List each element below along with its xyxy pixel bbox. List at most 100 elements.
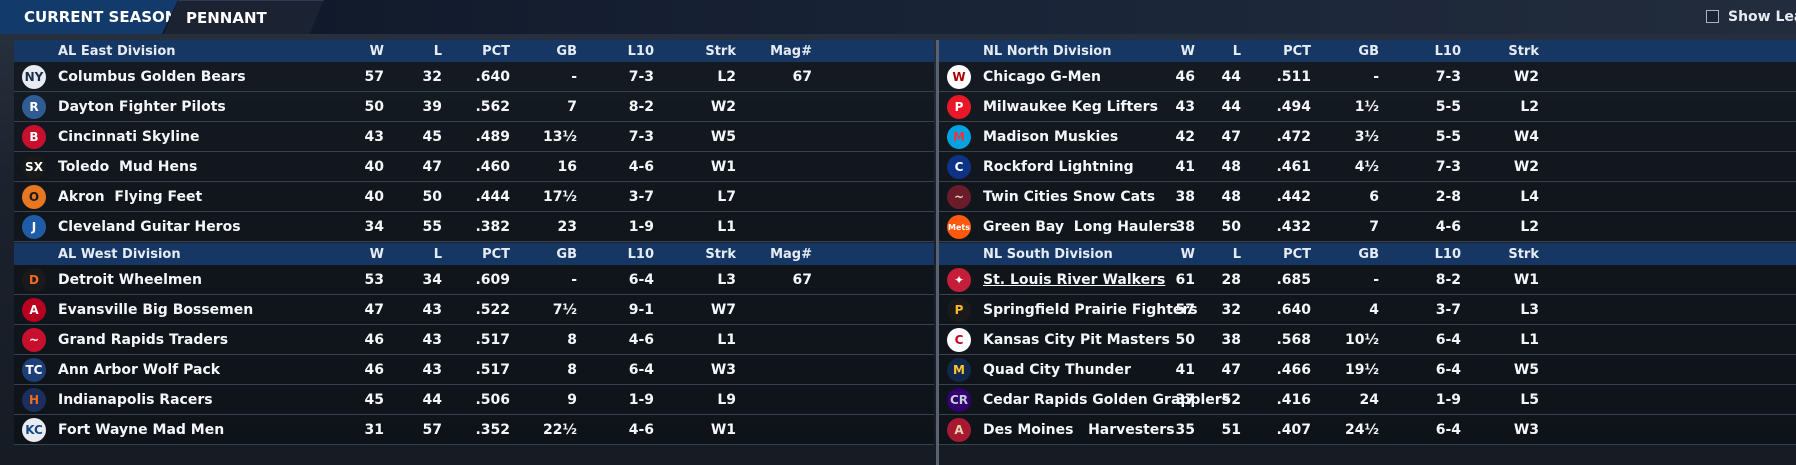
column-header-wins[interactable]: W	[1180, 43, 1195, 59]
column-header-last-ten[interactable]: L10	[1434, 43, 1461, 59]
team-row[interactable]: W Chicago G-Men 46 44 .511 - 7-3 W2	[939, 62, 1796, 92]
column-header-wins[interactable]: W	[1180, 246, 1195, 262]
team-pct: .640	[475, 68, 510, 85]
team-losses: 32	[1221, 301, 1241, 318]
team-losses: 47	[1221, 361, 1241, 378]
column-header-streak[interactable]: Strk	[1508, 246, 1539, 262]
team-games-back: 6	[1369, 188, 1379, 205]
team-row[interactable]: C Kansas City Pit Masters 50 38 .568 10½ 6-4 L1	[939, 325, 1796, 355]
team-row[interactable]: SX Toledo Mud Hens 40 47 .460 16 4-6 W1	[14, 152, 934, 182]
team-row[interactable]: J Cleveland Guitar Heros 34 55 .382 23 1-9 L1	[14, 212, 934, 242]
column-header-losses[interactable]: L	[433, 246, 442, 262]
team-row[interactable]: NY Columbus Golden Bears 57 32 .640 - 7-3 L2 67	[14, 62, 934, 92]
column-header-streak[interactable]: Strk	[705, 43, 736, 59]
team-row[interactable]: O Akron Flying Feet 40 50 .444 17½ 3-7 L7	[14, 182, 934, 212]
team-row[interactable]: KC Fort Wayne Mad Men 31 57 .352 22½ 4-6 W1	[14, 415, 934, 445]
team-name[interactable]: Detroit Wheelmen	[58, 271, 202, 288]
pirates-style-logo-icon: P	[947, 298, 971, 322]
team-pct: .432	[1276, 218, 1311, 235]
column-header-games-back[interactable]: GB	[1358, 246, 1379, 262]
team-row[interactable]: B Cincinnati Skyline 43 45 .489 13½ 7-3 W5	[14, 122, 934, 152]
team-name[interactable]: Twin Cities Snow Cats	[983, 188, 1156, 205]
team-row[interactable]: ~ Grand Rapids Traders 46 43 .517 8 4-6 L1	[14, 325, 934, 355]
team-name[interactable]: Kansas City Pit Masters	[983, 331, 1170, 348]
tab-pennant-chase[interactable]: PENNANT CHASE	[164, 0, 324, 34]
column-header-wins[interactable]: W	[369, 246, 384, 262]
team-row[interactable]: R Dayton Fighter Pilots 50 39 .562 7 8-2 W2	[14, 92, 934, 122]
column-header-streak[interactable]: Strk	[1508, 43, 1539, 59]
team-name[interactable]: Toledo Mud Hens	[58, 158, 198, 175]
team-name[interactable]: Green Bay Long Haulers	[983, 218, 1178, 235]
team-name[interactable]: Cincinnati Skyline	[58, 128, 200, 145]
orioles-style-logo-icon: O	[22, 185, 46, 209]
team-row[interactable]: TC Ann Arbor Wolf Pack 46 43 .517 8 6-4 W3	[14, 355, 934, 385]
team-wins: 53	[364, 271, 384, 288]
team-name[interactable]: Columbus Golden Bears	[58, 68, 246, 85]
team-streak: L7	[717, 188, 736, 205]
team-row[interactable]: M Quad City Thunder 41 47 .466 19½ 6-4 W5	[939, 355, 1796, 385]
team-row[interactable]: C Rockford Lightning 41 48 .461 4½ 7-3 W2	[939, 152, 1796, 182]
team-wins: 50	[364, 98, 384, 115]
team-name[interactable]: St. Louis River Walkers	[983, 271, 1166, 288]
team-row[interactable]: P Milwaukee Keg Lifters 43 44 .494 1½ 5-5 L2	[939, 92, 1796, 122]
team-streak: L4	[1520, 188, 1539, 205]
team-name[interactable]: Rockford Lightning	[983, 158, 1134, 175]
team-wins: 46	[364, 361, 384, 378]
team-pct: .382	[475, 218, 510, 235]
show-leaders-toggle[interactable]: Show Lea	[1706, 7, 1796, 27]
team-wins: 45	[364, 391, 384, 408]
team-pct: .506	[475, 391, 510, 408]
column-header-pct[interactable]: PCT	[1283, 43, 1311, 59]
division-name: NL South Division	[983, 246, 1113, 262]
team-name[interactable]: Indianapolis Racers	[58, 391, 213, 408]
team-name[interactable]: Dayton Fighter Pilots	[58, 98, 226, 115]
column-header-magic-number[interactable]: Mag#	[770, 246, 812, 262]
column-header-losses[interactable]: L	[1232, 43, 1241, 59]
team-name[interactable]: Evansville Big Bossemen	[58, 301, 254, 318]
column-header-games-back[interactable]: GB	[556, 43, 577, 59]
column-header-pct[interactable]: PCT	[482, 246, 510, 262]
column-header-magic-number[interactable]: Mag#	[770, 43, 812, 59]
team-name[interactable]: Milwaukee Keg Lifters	[983, 98, 1158, 115]
column-header-last-ten[interactable]: L10	[1434, 246, 1461, 262]
column-header-last-ten[interactable]: L10	[627, 43, 654, 59]
team-name[interactable]: Cedar Rapids Golden Grapplers	[983, 391, 1230, 408]
team-row[interactable]: H Indianapolis Racers 45 44 .506 9 1-9 L9	[14, 385, 934, 415]
team-games-back: 8	[567, 331, 577, 348]
column-header-losses[interactable]: L	[433, 43, 442, 59]
astros-style-logo-icon: H	[22, 388, 46, 412]
show-leaders-checkbox[interactable]	[1706, 10, 1719, 23]
team-games-back: 23	[557, 218, 577, 235]
column-header-wins[interactable]: W	[369, 43, 384, 59]
team-wins: 38	[1175, 188, 1195, 205]
column-header-last-ten[interactable]: L10	[627, 246, 654, 262]
team-name[interactable]: Quad City Thunder	[983, 361, 1131, 378]
team-row[interactable]: ~ Twin Cities Snow Cats 38 48 .442 6 2-8 L4	[939, 182, 1796, 212]
team-row[interactable]: M Madison Muskies 42 47 .472 3½ 5-5 W4	[939, 122, 1796, 152]
team-row[interactable]: CR Cedar Rapids Golden Grapplers 37 52 .416 2…	[939, 385, 1796, 415]
team-name[interactable]: Grand Rapids Traders	[58, 331, 229, 348]
team-last-ten: 1-9	[628, 391, 654, 408]
team-name[interactable]: Ann Arbor Wolf Pack	[58, 361, 221, 378]
column-header-games-back[interactable]: GB	[556, 246, 577, 262]
team-row[interactable]: A Des Moines Harvesters 35 51 .407 24½ 6-4 W3	[939, 415, 1796, 445]
team-name[interactable]: Madison Muskies	[983, 128, 1119, 145]
team-row[interactable]: A Evansville Big Bossemen 47 43 .522 7½ 9-1 W7	[14, 295, 934, 325]
column-header-pct[interactable]: PCT	[482, 43, 510, 59]
team-row[interactable]: ✦ St. Louis River Walkers 61 28 .685 - 8-2 W1	[939, 265, 1796, 295]
team-name[interactable]: Fort Wayne Mad Men	[58, 421, 225, 438]
team-row[interactable]: P Springfield Prairie Fighters 57 32 .640 4 3-…	[939, 295, 1796, 325]
team-row[interactable]: Mets Green Bay Long Haulers 38 50 .432 7 4-6 L2	[939, 212, 1796, 242]
team-row[interactable]: D Detroit Wheelmen 53 34 .609 - 6-4 L3 67	[14, 265, 934, 295]
column-header-pct[interactable]: PCT	[1283, 246, 1311, 262]
division-name: AL West Division	[58, 246, 181, 262]
tab-current-season[interactable]: CURRENT SEASON	[0, 0, 178, 34]
team-name[interactable]: Akron Flying Feet	[58, 188, 203, 205]
team-name[interactable]: Springfield Prairie Fighters	[983, 301, 1198, 318]
column-header-streak[interactable]: Strk	[705, 246, 736, 262]
column-header-games-back[interactable]: GB	[1358, 43, 1379, 59]
team-name[interactable]: Des Moines Harvesters	[983, 421, 1175, 438]
column-header-losses[interactable]: L	[1232, 246, 1241, 262]
team-name[interactable]: Chicago G-Men	[983, 68, 1101, 85]
team-name[interactable]: Cleveland Guitar Heros	[58, 218, 241, 235]
